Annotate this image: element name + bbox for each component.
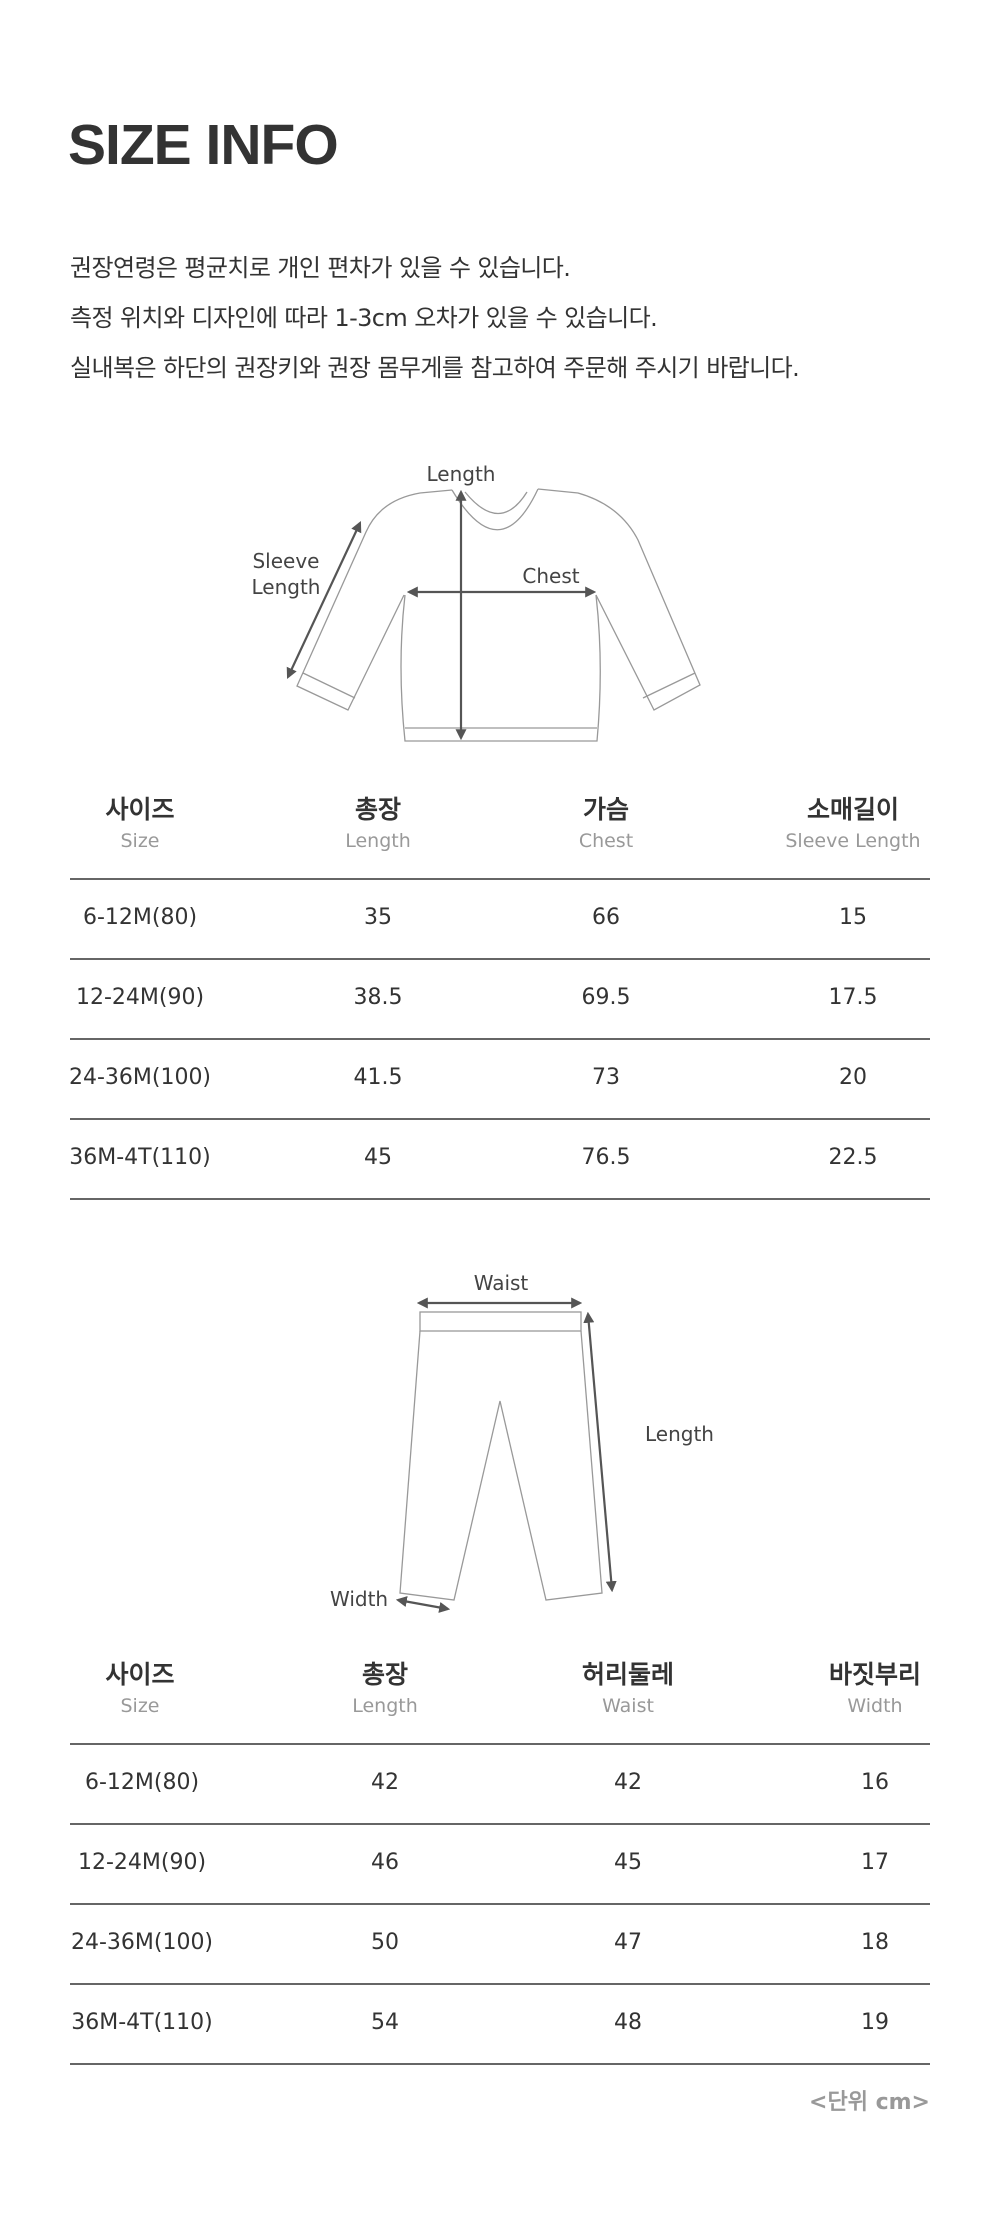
table-cell: 12-24M(90) <box>77 1850 207 1875</box>
sleeve-label: Sleeve <box>252 549 319 573</box>
divider <box>70 958 930 960</box>
table-cell: 45 <box>364 1145 392 1170</box>
page-title: SIZE INFO <box>68 113 339 177</box>
table-cell: 42 <box>614 1770 642 1795</box>
divider <box>70 1118 930 1120</box>
table-cell: 42 <box>371 1770 399 1795</box>
table-cell: 22.5 <box>828 1145 878 1170</box>
table-cell: 41.5 <box>353 1065 403 1090</box>
divider <box>70 1983 930 1985</box>
header-sleeve: 소매길이 Sleeve Length <box>785 795 921 852</box>
table-cell: 35 <box>364 905 392 930</box>
table-cell: 46 <box>371 1850 399 1875</box>
divider <box>70 2063 930 2065</box>
table-cell: 20 <box>839 1065 867 1090</box>
divider <box>70 1903 930 1905</box>
divider <box>70 1743 930 1745</box>
sweater-measure-arrows <box>286 489 597 741</box>
divider <box>70 1038 930 1040</box>
waist-label: Waist <box>474 1271 529 1295</box>
note-line: 권장연령은 평균치로 개인 편차가 있을 수 있습니다. <box>70 254 571 282</box>
table-cell: 24-36M(100) <box>70 1930 214 1955</box>
divider <box>70 1198 930 1200</box>
table-cell: 66 <box>592 905 620 930</box>
header-width: 바짓부리 Width <box>828 1660 921 1717</box>
header-chest: 가슴 Chest <box>578 795 634 852</box>
table-cell: 47 <box>614 1930 642 1955</box>
table-cell: 48 <box>614 2010 642 2035</box>
table-cell: 24-36M(100) <box>68 1065 212 1090</box>
width-label: Width <box>330 1587 388 1611</box>
sleeve-label: Length <box>252 575 321 599</box>
length-label: Length <box>427 462 496 486</box>
table-cell: 45 <box>614 1850 642 1875</box>
table-cell: 16 <box>861 1770 889 1795</box>
table-cell: 15 <box>839 905 867 930</box>
top-size-table: 사이즈 Size 총장 Length 가슴 Chest 소매길이 Sleeve Leng… <box>69 790 930 1210</box>
table-cell: 50 <box>371 1930 399 1955</box>
table-cell: 36M-4T(110) <box>69 1145 211 1170</box>
chest-label: Chest <box>522 564 579 588</box>
unit-label: <단위 cm> <box>809 2090 930 2115</box>
divider <box>70 878 930 880</box>
table-cell: 76.5 <box>581 1145 631 1170</box>
table-cell: 19 <box>861 2010 889 2035</box>
note-line: 측정 위치와 디자인에 따라 1-3cm 오차가 있을 수 있습니다. <box>70 304 658 332</box>
header-length: 총장 Length <box>345 795 411 852</box>
divider <box>70 1823 930 1825</box>
table-cell: 69.5 <box>581 985 631 1010</box>
header-size: 사이즈 Size <box>105 795 175 852</box>
header-length: 총장 Length <box>352 1660 418 1717</box>
header-waist: 허리둘레 Waist <box>581 1660 674 1717</box>
pants-illustration <box>399 1311 603 1601</box>
table-cell: 36M-4T(110) <box>71 2010 213 2035</box>
table-cell: 54 <box>371 2010 399 2035</box>
table-cell: 73 <box>592 1065 620 1090</box>
table-cell: 18 <box>861 1930 889 1955</box>
note-line: 실내복은 하단의 권장키와 권장 몸무게를 참고하여 주문해 주시기 바랍니다. <box>70 354 800 382</box>
table-cell: 17 <box>861 1850 889 1875</box>
table-cell: 6-12M(80) <box>82 905 198 930</box>
bottom-size-table: 사이즈 Size 총장 Length 허리둘레 Waist 바짓부리 Width 6-1… <box>70 1655 930 2085</box>
header-size: 사이즈 Size <box>105 1660 175 1717</box>
table-cell: 38.5 <box>353 985 403 1010</box>
pants-length-label: Length <box>645 1422 714 1446</box>
pants-measure-arrows <box>395 1297 617 1613</box>
table-cell: 6-12M(80) <box>84 1770 200 1795</box>
table-cell: 17.5 <box>828 985 878 1010</box>
table-cell: 12-24M(90) <box>75 985 205 1010</box>
